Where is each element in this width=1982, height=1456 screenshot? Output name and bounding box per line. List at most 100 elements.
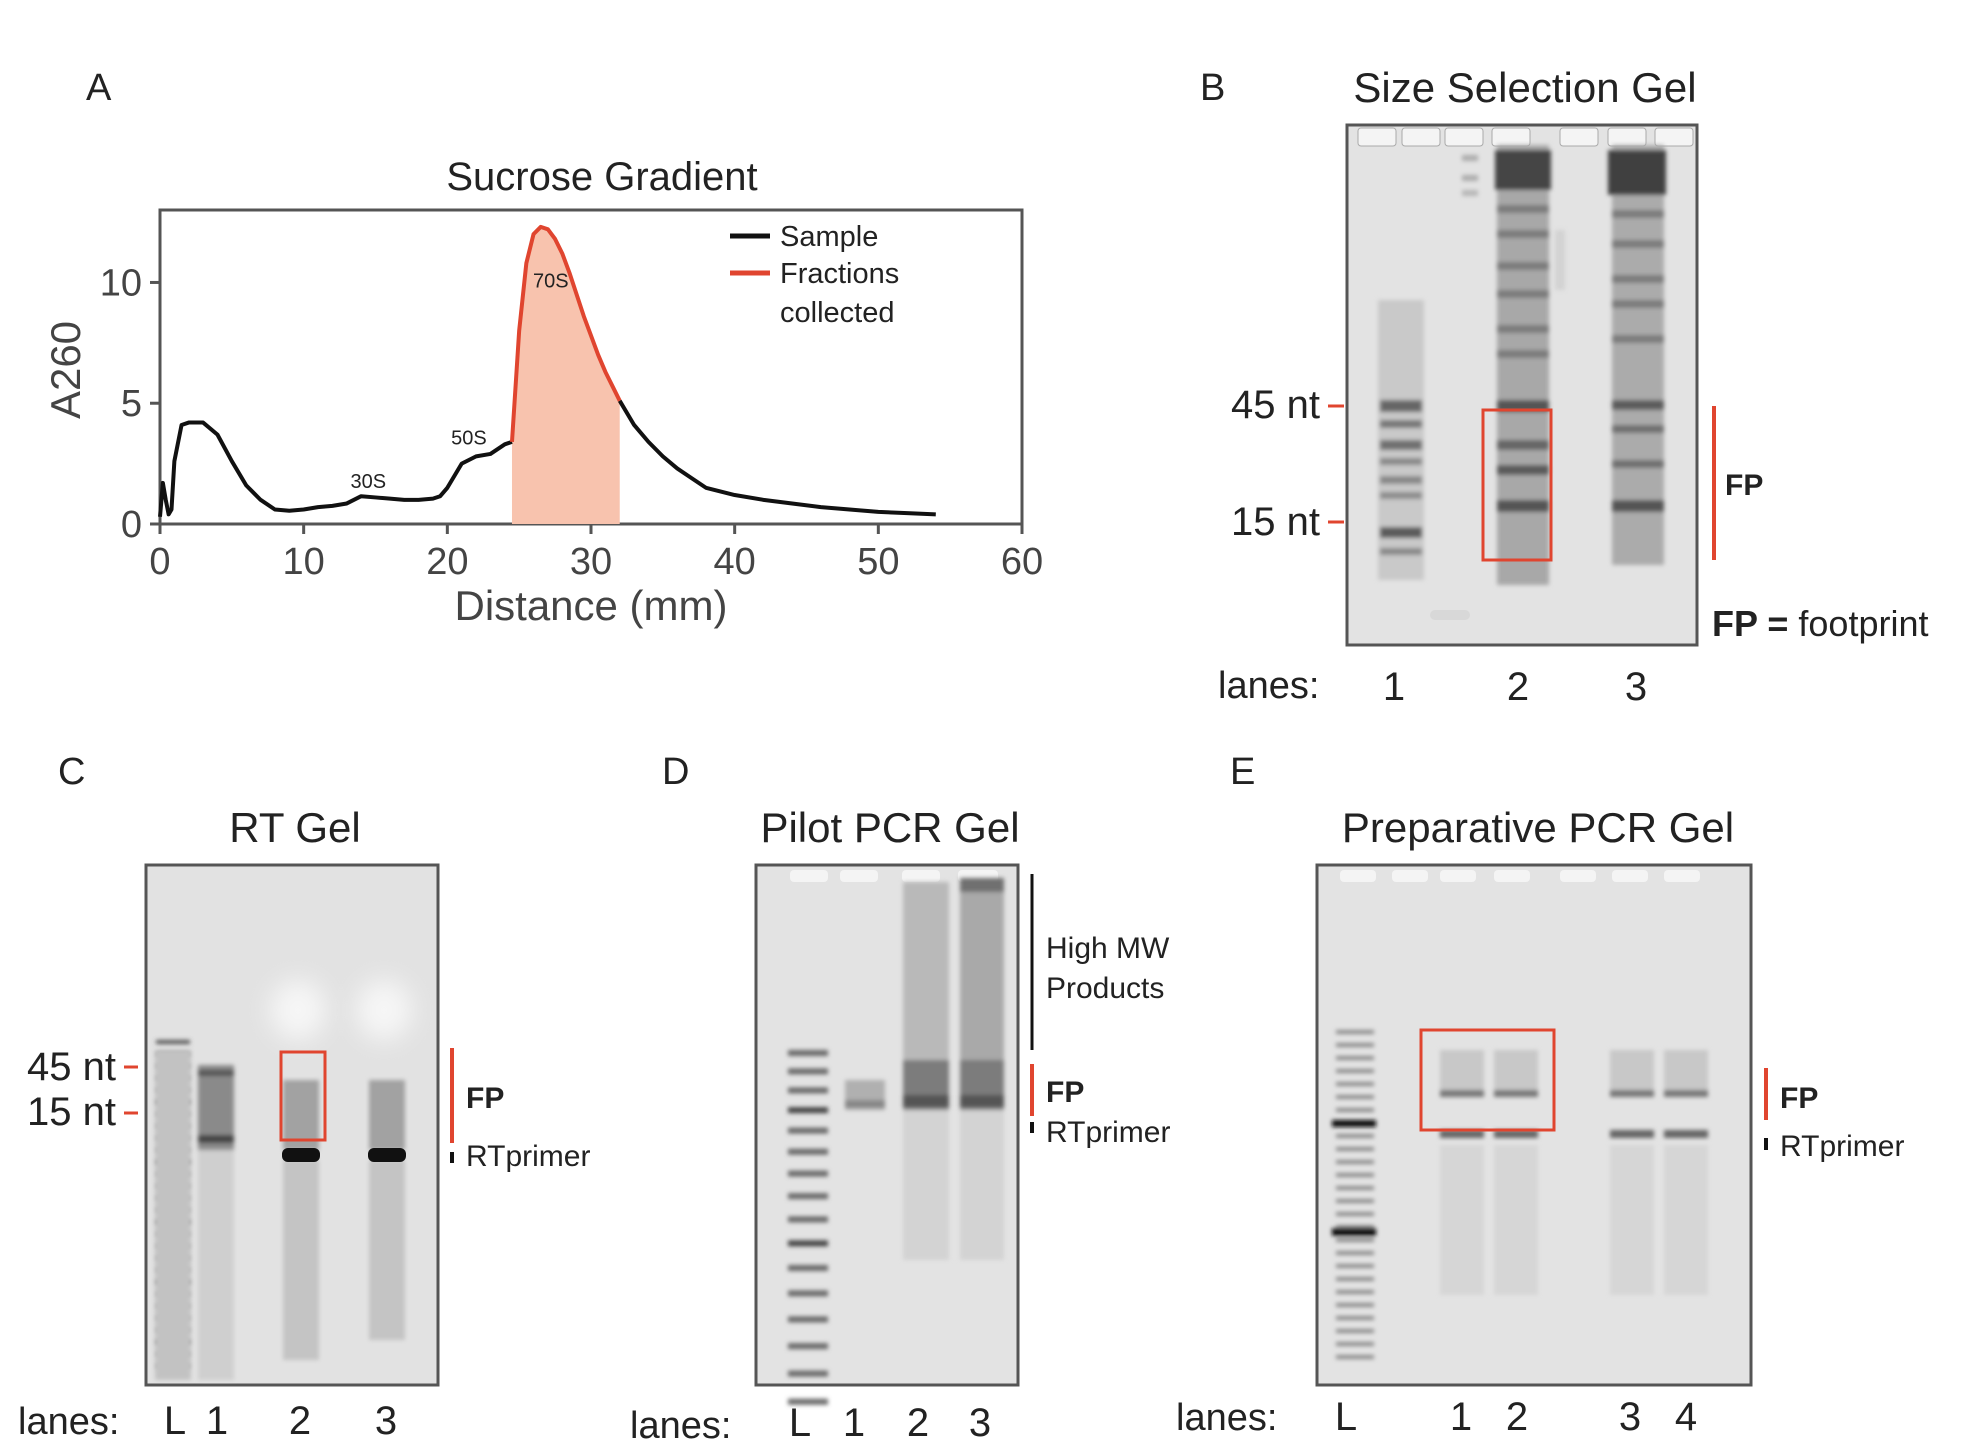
lane-2: 2 <box>1507 665 1529 709</box>
marker-45nt: 45 nt <box>1231 383 1320 427</box>
legend-label-collected: collected <box>780 297 894 329</box>
legend: Sample Fractions collected <box>730 221 899 329</box>
fp-selection-box <box>279 1050 327 1142</box>
ladder-band <box>1336 1290 1374 1294</box>
panel-c-letter: C <box>58 751 85 793</box>
lane-2: 2 <box>289 1399 311 1443</box>
fp-band <box>1610 1090 1654 1097</box>
fp-selection-box <box>1419 1028 1556 1132</box>
size-selection-gel <box>1345 123 1699 647</box>
ladder-band <box>1336 1147 1374 1151</box>
ladder-band <box>1336 1082 1374 1086</box>
x-tick-label: 30 <box>570 541 612 583</box>
lane-smear <box>1494 1050 1538 1090</box>
lane-smear <box>1664 1145 1708 1295</box>
lane-smear <box>1664 1050 1708 1090</box>
fp-selection-box <box>1481 408 1553 562</box>
fp-label: FP <box>1780 1082 1818 1115</box>
lane-1: 1 <box>1450 1395 1472 1439</box>
panel-b-letter: B <box>1200 67 1225 109</box>
panel-b-title: Size Selection Gel <box>1353 64 1696 111</box>
ladder-band <box>1336 1108 1374 1112</box>
lane-3: 3 <box>1619 1395 1641 1439</box>
ladder-band <box>1336 1199 1374 1203</box>
x-tick-label: 50 <box>857 541 899 583</box>
lane-4: 4 <box>1675 1395 1697 1439</box>
preparative-pcr-gel <box>1315 863 1753 1387</box>
y-tick-label: 5 <box>121 383 142 425</box>
ladder-band <box>1336 1134 1374 1138</box>
ladder-band <box>1336 1355 1374 1359</box>
panel-d: D Pilot PCR Gel <box>630 751 1170 1447</box>
fp-band <box>1494 1090 1538 1097</box>
panel-a-letter: A <box>86 67 112 109</box>
rt-primer-label: RTprimer <box>1780 1130 1904 1163</box>
y-axis-label: A260 <box>42 321 89 419</box>
ladder-band <box>788 1216 828 1223</box>
ladder-band <box>788 1343 828 1350</box>
lane-smear <box>1494 1145 1538 1295</box>
lane-L: L <box>789 1401 811 1445</box>
ladder-band <box>1336 1303 1374 1307</box>
y-tick-label: 0 <box>121 504 142 546</box>
lane-smear <box>1440 1145 1484 1295</box>
ladder-band <box>788 1087 828 1094</box>
rt-primer-band <box>1664 1130 1708 1138</box>
lanes-label: lanes: <box>18 1401 119 1443</box>
series-line-sample-2 <box>618 399 936 517</box>
high-mw-label: High MW <box>1046 932 1170 965</box>
ladder-band <box>788 1050 828 1056</box>
series-line-fractions <box>509 224 622 443</box>
ladder-band <box>788 1370 828 1377</box>
fp-label: FP <box>1725 469 1763 502</box>
fp-label: FP <box>466 1082 504 1115</box>
rt-primer-band <box>1610 1130 1654 1138</box>
fractions-shaded-area <box>511 226 620 524</box>
lanes-label: lanes: <box>630 1405 731 1447</box>
lane-2: 2 <box>1506 1395 1528 1439</box>
chart-title: Sucrose Gradient <box>446 155 757 199</box>
marker-45nt: 45 nt <box>27 1045 116 1089</box>
peak-label-70s: 70S <box>533 270 569 292</box>
high-mw-label-2: Products <box>1046 972 1164 1005</box>
marker-15nt: 15 nt <box>1231 500 1320 544</box>
lane-L: L <box>1335 1395 1357 1439</box>
lane-2: 2 <box>907 1401 929 1445</box>
x-tick-label: 10 <box>283 541 325 583</box>
rt-gel <box>144 863 440 1387</box>
lane-L: L <box>164 1399 186 1443</box>
rt-primer-label: RTprimer <box>466 1140 590 1173</box>
plot-area: 30S 50S 70S <box>158 224 936 524</box>
x-tick-label: 0 <box>149 541 170 583</box>
lanes-label: lanes: <box>1218 665 1319 707</box>
ladder-band <box>788 1398 828 1405</box>
lanes-label: lanes: <box>1176 1397 1277 1439</box>
ladder-band <box>1336 1173 1374 1177</box>
marker-15nt: 15 nt <box>27 1090 116 1134</box>
ladder-band <box>788 1265 828 1271</box>
ladder-band <box>788 1127 828 1134</box>
lane-smear <box>1610 1050 1654 1090</box>
ladder-band <box>788 1290 828 1297</box>
fp-legend: FP = footprint <box>1712 603 1928 644</box>
peak-label-50s: 50S <box>451 427 487 449</box>
lane-1: 1 <box>843 1401 865 1445</box>
series-line-sample-0 <box>158 420 513 517</box>
x-tick-label: 20 <box>426 541 468 583</box>
x-tick-label: 60 <box>1001 541 1043 583</box>
panel-d-title: Pilot PCR Gel <box>760 804 1019 851</box>
ladder-band <box>1336 1238 1374 1242</box>
panel-e-title: Preparative PCR Gel <box>1342 804 1734 851</box>
x-axis-label: Distance (mm) <box>454 582 727 629</box>
lane-3: 3 <box>375 1399 397 1443</box>
panel-b: B Size Selection Gel <box>1200 64 1928 709</box>
panel-d-letter: D <box>662 751 689 793</box>
ladder-band <box>788 1240 828 1247</box>
ladder-band <box>1336 1095 1374 1099</box>
x-tick-label: 40 <box>714 541 756 583</box>
ladder-band <box>1336 1186 1374 1190</box>
fp-band <box>1664 1090 1708 1097</box>
legend-label-sample: Sample <box>780 221 878 253</box>
ladder-band <box>156 1040 190 1044</box>
